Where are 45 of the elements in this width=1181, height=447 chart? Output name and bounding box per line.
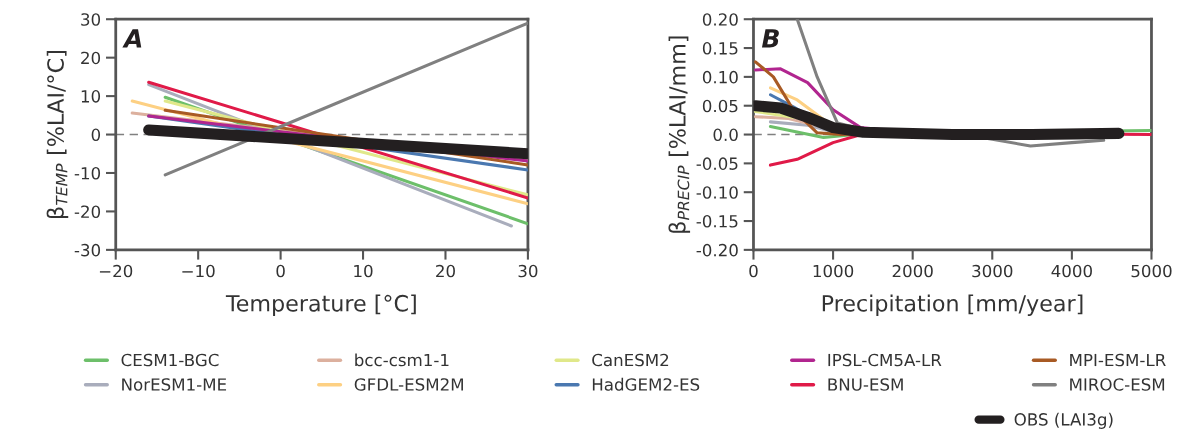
x-tick-label: 0 — [749, 264, 758, 278]
x-tick-label: 2000 — [892, 264, 933, 278]
y-tick-label: -0.20 — [696, 243, 738, 257]
y-tick-label: 30 — [81, 13, 101, 26]
y-tick-label: 10 — [81, 90, 101, 103]
legend-label: MPI-ESM-LR — [1070, 353, 1166, 367]
annotation: A — [122, 29, 142, 48]
y-tick-label: -0.15 — [696, 215, 738, 228]
legend-label: IPSL-CM5A-LR — [828, 353, 942, 367]
x-axis-title: Temperature [°C] — [225, 294, 416, 316]
y-tick-label: 0.20 — [702, 13, 738, 26]
x-tick-label: 3000 — [972, 264, 1013, 278]
x-tick-label: −20 — [99, 264, 133, 278]
x-tick-label: 1000 — [813, 264, 854, 278]
annotation: B — [761, 29, 779, 48]
y-tick-label: 20 — [81, 51, 101, 65]
x-tick-label: 4000 — [1051, 264, 1092, 278]
y-tick-label: -0.05 — [696, 157, 738, 170]
y-axis-title: β$_{TEMP}$ [%LAI/°C] — [46, 51, 69, 219]
x-tick-label: −10 — [182, 264, 215, 278]
x-tick-label: 0 — [276, 264, 285, 278]
x-tick-label: 20 — [436, 264, 455, 278]
legend-label: GFDL-ESM2M — [354, 378, 463, 391]
legend-label: bcc-csm1-1 — [355, 353, 449, 367]
y-tick-label: 0.0 — [713, 128, 738, 142]
legend-label: HadGEM2-ES — [592, 377, 700, 391]
y-tick-label: 0 — [91, 128, 101, 142]
legend-label: BNU-ESM — [828, 378, 903, 391]
y-tick-label: 0.15 — [702, 42, 738, 55]
legend-label: CanESM2 — [592, 353, 669, 367]
y-tick-label: 0.05 — [702, 99, 738, 113]
y-tick-label: -20 — [74, 205, 101, 218]
legend-label: NorESM1-ME — [122, 378, 227, 391]
legend-label: MIROC-ESM — [1070, 378, 1165, 391]
legend-label: OBS (LAI3g) — [1014, 412, 1113, 429]
legend-label: CESM1-BGC — [121, 353, 219, 367]
x-axis-title: Precipitation [mm/year] — [822, 294, 1083, 316]
y-tick-label: -30 — [74, 243, 101, 257]
y-axis-title: β$_{PRECIP}$ [%LAI/mm] — [668, 36, 691, 233]
y-tick-label: -0.10 — [696, 186, 738, 199]
x-tick-label: 5000 — [1131, 264, 1172, 278]
x-tick-label: 10 — [354, 264, 373, 278]
y-tick-label: 0.10 — [702, 70, 738, 84]
y-tick-label: -10 — [74, 166, 101, 180]
x-tick-label: 30 — [518, 264, 538, 278]
